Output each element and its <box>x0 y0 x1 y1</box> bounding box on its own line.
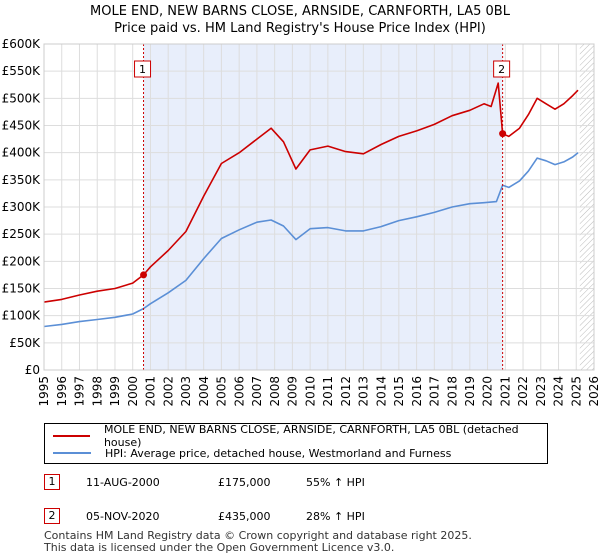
x-tick-label: 2022 <box>516 376 530 407</box>
transaction-number-badge: 1 <box>44 474 60 490</box>
x-tick-label: 2021 <box>498 376 512 407</box>
sale-point <box>499 130 506 137</box>
footer-licence: This data is licensed under the Open Gov… <box>44 542 472 554</box>
x-tick-label: 1995 <box>37 376 51 407</box>
transaction-number-badge: 2 <box>44 508 60 524</box>
legend-item-hpi: HPI: Average price, detached house, West… <box>53 444 451 462</box>
x-tick-label: 2007 <box>250 376 264 407</box>
x-tick-label: 2023 <box>534 376 548 407</box>
x-tick-label: 2013 <box>357 376 371 407</box>
x-tick-label: 2016 <box>410 376 424 407</box>
sale-point <box>140 271 147 278</box>
sale-label-number: 2 <box>498 63 505 76</box>
x-tick-label: 1997 <box>73 376 87 407</box>
y-tick-label: £200K <box>2 254 42 268</box>
x-tick-label: 2000 <box>126 376 140 407</box>
x-tick-label: 2010 <box>303 376 317 407</box>
y-tick-label: £50K <box>9 336 41 350</box>
x-tick-label: 2024 <box>552 376 566 407</box>
x-tick-label: 2005 <box>215 376 229 407</box>
transaction-date: 11-AUG-2000 <box>86 476 160 489</box>
legend-line-property <box>53 435 90 437</box>
sale-label-number: 1 <box>139 63 146 76</box>
legend-line-hpi <box>53 452 91 454</box>
y-tick-label: £350K <box>2 173 42 187</box>
y-tick-label: £550K <box>2 64 42 78</box>
x-tick-label: 2014 <box>374 376 388 407</box>
x-tick-label: 2025 <box>569 376 583 407</box>
y-tick-label: £400K <box>2 146 42 160</box>
x-tick-label: 2004 <box>197 376 211 407</box>
y-tick-label: £500K <box>2 91 42 105</box>
legend-item-property: MOLE END, NEW BARNS CLOSE, ARNSIDE, CARN… <box>53 427 547 445</box>
x-tick-label: 2019 <box>463 376 477 407</box>
y-tick-label: £450K <box>2 119 42 133</box>
price-chart: 1 2 £0 £50K £100K £150K £200K £250K £300K £350K £… <box>0 0 600 420</box>
legend: MOLE END, NEW BARNS CLOSE, ARNSIDE, CARN… <box>44 423 548 464</box>
x-tick-label: 2001 <box>144 376 158 407</box>
y-tick-label: £150K <box>2 282 42 296</box>
transaction-hpi-change: 55% ↑ HPI <box>306 476 365 489</box>
transaction-price: £435,000 <box>218 510 271 523</box>
x-tick-label: 2012 <box>339 376 353 407</box>
y-tick-label: £0 <box>25 363 40 377</box>
x-tick-label: 2006 <box>232 376 246 407</box>
y-tick-label: £250K <box>2 227 42 241</box>
x-tick-label: 2017 <box>428 376 442 407</box>
table-row: 2 05-NOV-2020 £435,000 28% ↑ HPI <box>44 508 554 528</box>
table-row: 1 11-AUG-2000 £175,000 55% ↑ HPI <box>44 474 554 494</box>
x-tick-label: 2026 <box>587 376 600 407</box>
legend-label-hpi: HPI: Average price, detached house, West… <box>105 447 451 460</box>
y-tick-label: £100K <box>2 309 42 323</box>
y-tick-label: £300K <box>2 200 42 214</box>
transaction-date: 05-NOV-2020 <box>86 510 160 523</box>
transaction-hpi-change: 28% ↑ HPI <box>306 510 365 523</box>
x-tick-label: 1996 <box>55 376 69 407</box>
x-tick-label: 2011 <box>321 376 335 407</box>
x-tick-label: 1999 <box>108 376 122 407</box>
x-tick-label: 1998 <box>90 376 104 407</box>
x-tick-label: 2015 <box>392 376 406 407</box>
x-tick-label: 2002 <box>161 376 175 407</box>
x-tick-label: 2008 <box>268 376 282 407</box>
x-tick-label: 2018 <box>445 376 459 407</box>
x-tick-label: 2009 <box>286 376 300 407</box>
x-tick-label: 2003 <box>179 376 193 407</box>
x-tick-label: 2020 <box>481 376 495 407</box>
y-tick-label: £600K <box>2 37 42 51</box>
footer: Contains HM Land Registry data © Crown c… <box>44 530 472 554</box>
transaction-price: £175,000 <box>218 476 271 489</box>
